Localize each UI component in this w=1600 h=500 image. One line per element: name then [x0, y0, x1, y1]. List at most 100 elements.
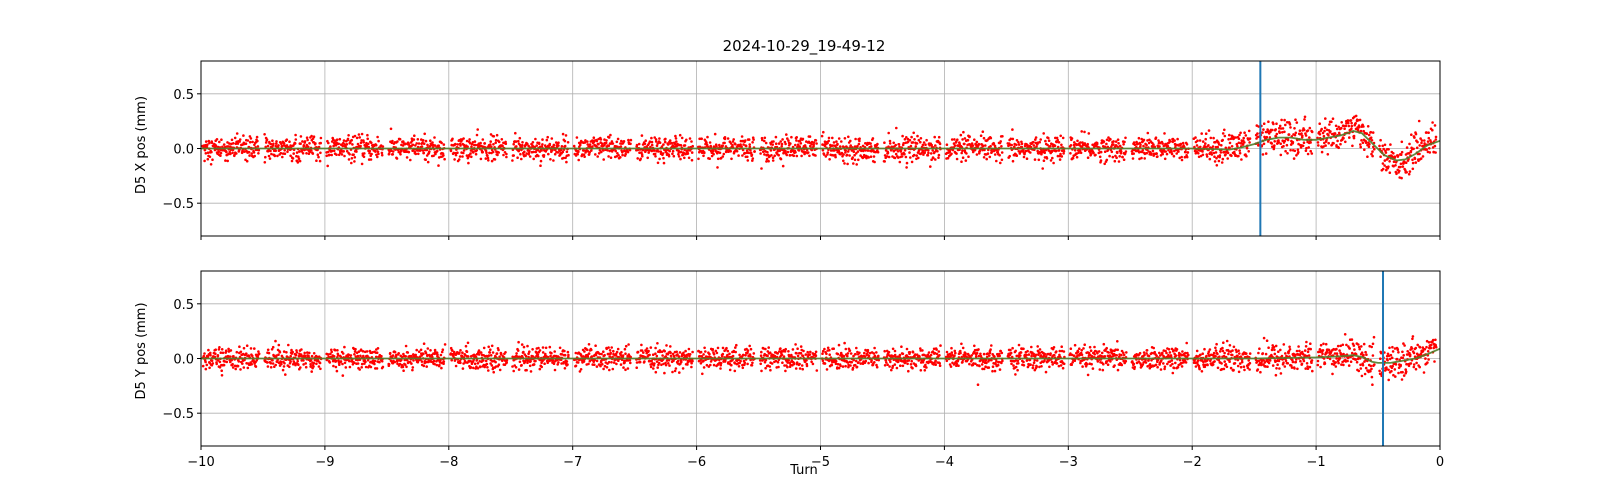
data-point: [436, 353, 439, 357]
data-point: [808, 135, 812, 138]
data-point: [1283, 130, 1286, 134]
data-point: [927, 151, 930, 155]
data-point: [502, 153, 505, 157]
data-point: [537, 346, 540, 350]
data-point: [454, 364, 458, 368]
data-point: [826, 151, 830, 154]
data-point: [667, 362, 670, 365]
data-point: [1300, 132, 1303, 135]
data-point: [1083, 130, 1086, 134]
data-point: [917, 156, 920, 160]
data-point: [728, 352, 731, 356]
data-point: [232, 142, 235, 145]
data-point: [1347, 124, 1351, 128]
data-point: [405, 365, 408, 369]
data-point: [768, 365, 772, 368]
data-point: [402, 140, 405, 143]
data-point: [781, 138, 784, 141]
data-point: [1297, 150, 1300, 154]
data-point: [325, 154, 329, 158]
data-point: [849, 352, 853, 355]
data-point: [834, 155, 837, 159]
data-point: [743, 361, 747, 365]
data-point: [370, 152, 373, 156]
data-point: [401, 365, 405, 369]
data-point: [1393, 155, 1397, 158]
data-point: [602, 350, 605, 354]
data-point: [886, 363, 889, 367]
data-point: [204, 367, 208, 371]
data-point: [561, 132, 565, 136]
data-point: [728, 368, 732, 372]
data-point: [1248, 137, 1252, 140]
data-point: [616, 347, 620, 351]
data-point: [1108, 154, 1111, 158]
data-point: [746, 362, 749, 366]
data-point: [1309, 141, 1312, 144]
data-point: [697, 157, 700, 161]
data-point: [924, 363, 927, 367]
data-point: [700, 137, 703, 141]
data-point: [655, 144, 659, 147]
data-point: [1404, 161, 1408, 164]
data-point: [956, 138, 959, 141]
data-point: [739, 139, 743, 143]
data-point: [531, 355, 535, 358]
data-point: [858, 351, 861, 355]
data-point: [399, 153, 402, 156]
data-point: [923, 151, 926, 154]
data-point: [606, 149, 609, 152]
data-point: [654, 140, 658, 143]
data-point: [470, 155, 473, 159]
data-point: [285, 351, 288, 354]
data-point: [673, 369, 677, 373]
data-point: [712, 353, 716, 356]
data-point: [690, 158, 694, 162]
data-point: [381, 145, 385, 148]
data-point: [469, 152, 472, 155]
data-point: [1308, 126, 1312, 130]
data-point: [1248, 141, 1251, 144]
data-point: [494, 138, 498, 142]
data-point: [842, 153, 845, 156]
data-point: [353, 353, 356, 356]
data-point: [462, 149, 466, 152]
data-point: [663, 349, 666, 353]
data-point: [1177, 150, 1180, 153]
data-point: [794, 151, 797, 154]
data-point: [662, 161, 666, 165]
data-point: [905, 347, 909, 351]
data-point: [787, 350, 790, 353]
data-point: [1371, 154, 1374, 158]
data-point: [669, 345, 672, 348]
data-point: [710, 154, 714, 158]
data-point: [206, 157, 210, 161]
data-point: [1336, 139, 1339, 143]
data-point: [1349, 119, 1353, 122]
data-point: [443, 157, 446, 161]
data-point: [777, 142, 781, 145]
data-point: [432, 154, 435, 158]
data-point: [623, 347, 627, 351]
data-point: [946, 156, 950, 160]
data-point: [341, 352, 345, 355]
data-point: [1213, 160, 1217, 163]
data-point: [1103, 150, 1107, 153]
data-point: [898, 160, 902, 164]
data-point: [1029, 151, 1032, 154]
data-point: [814, 154, 817, 157]
data-point: [746, 155, 749, 159]
data-point: [1116, 151, 1119, 155]
data-point: [808, 154, 811, 158]
data-point: [381, 365, 385, 369]
data-point: [889, 360, 892, 364]
data-point: [512, 142, 515, 146]
data-point: [1282, 144, 1285, 148]
data-point: [201, 364, 205, 368]
data-point: [1117, 142, 1120, 145]
data-point: [824, 155, 828, 158]
data-point: [1035, 145, 1038, 148]
data-point: [1058, 158, 1062, 161]
data-point: [537, 142, 541, 146]
data-point: [287, 343, 290, 347]
